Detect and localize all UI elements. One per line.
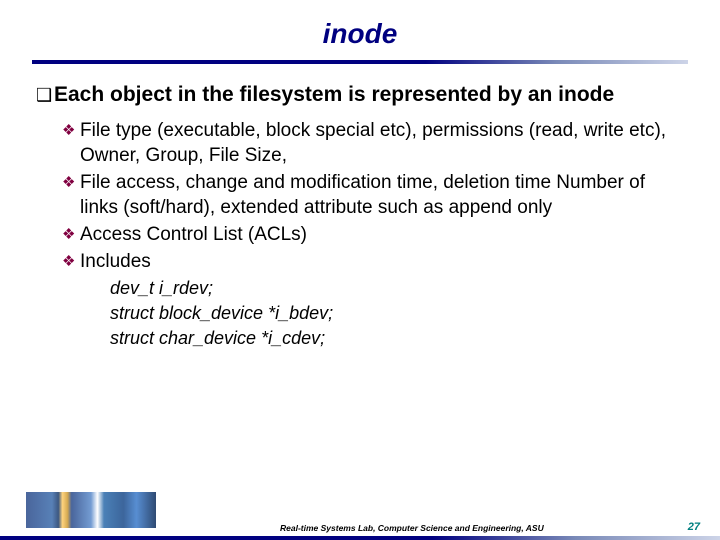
footer-text: Real-time Systems Lab, Computer Science …: [280, 523, 544, 533]
content-area: ❑ Each object in the filesystem is repre…: [0, 82, 720, 350]
diamond-bullet-icon: ❖: [62, 249, 80, 274]
diamond-bullet-icon: ❖: [62, 222, 80, 247]
diamond-bullet-icon: ❖: [62, 170, 80, 195]
bullet-level1: ❑ Each object in the filesystem is repre…: [36, 82, 684, 108]
bullet-text: Access Control List (ACLs): [80, 222, 307, 247]
diamond-bullet-icon: ❖: [62, 118, 80, 143]
bullet-text: Includes: [80, 249, 151, 274]
footer-logo-graphic: [26, 492, 156, 528]
code-line: struct char_device *i_cdev;: [110, 326, 684, 350]
title-divider: [32, 60, 688, 64]
bullet-level2: ❖ Access Control List (ACLs): [62, 222, 684, 247]
code-block: dev_t i_rdev; struct block_device *i_bde…: [62, 276, 684, 350]
bullet-text: Each object in the filesystem is represe…: [54, 82, 614, 108]
square-bullet-icon: ❑: [36, 82, 54, 108]
bullet-level2-group: ❖ File type (executable, block special e…: [36, 118, 684, 350]
code-line: dev_t i_rdev;: [110, 276, 684, 300]
bullet-text: File type (executable, block special etc…: [80, 118, 684, 168]
slide: inode ❑ Each object in the filesystem is…: [0, 0, 720, 540]
footer: Real-time Systems Lab, Computer Science …: [0, 510, 720, 540]
slide-title: inode: [0, 0, 720, 60]
code-line: struct block_device *i_bdev;: [110, 301, 684, 325]
page-number: 27: [688, 521, 700, 533]
bullet-level2: ❖ File access, change and modification t…: [62, 170, 684, 220]
bullet-level2: ❖ Includes: [62, 249, 684, 274]
bullet-level2: ❖ File type (executable, block special e…: [62, 118, 684, 168]
bullet-text: File access, change and modification tim…: [80, 170, 684, 220]
footer-divider: [0, 536, 720, 540]
